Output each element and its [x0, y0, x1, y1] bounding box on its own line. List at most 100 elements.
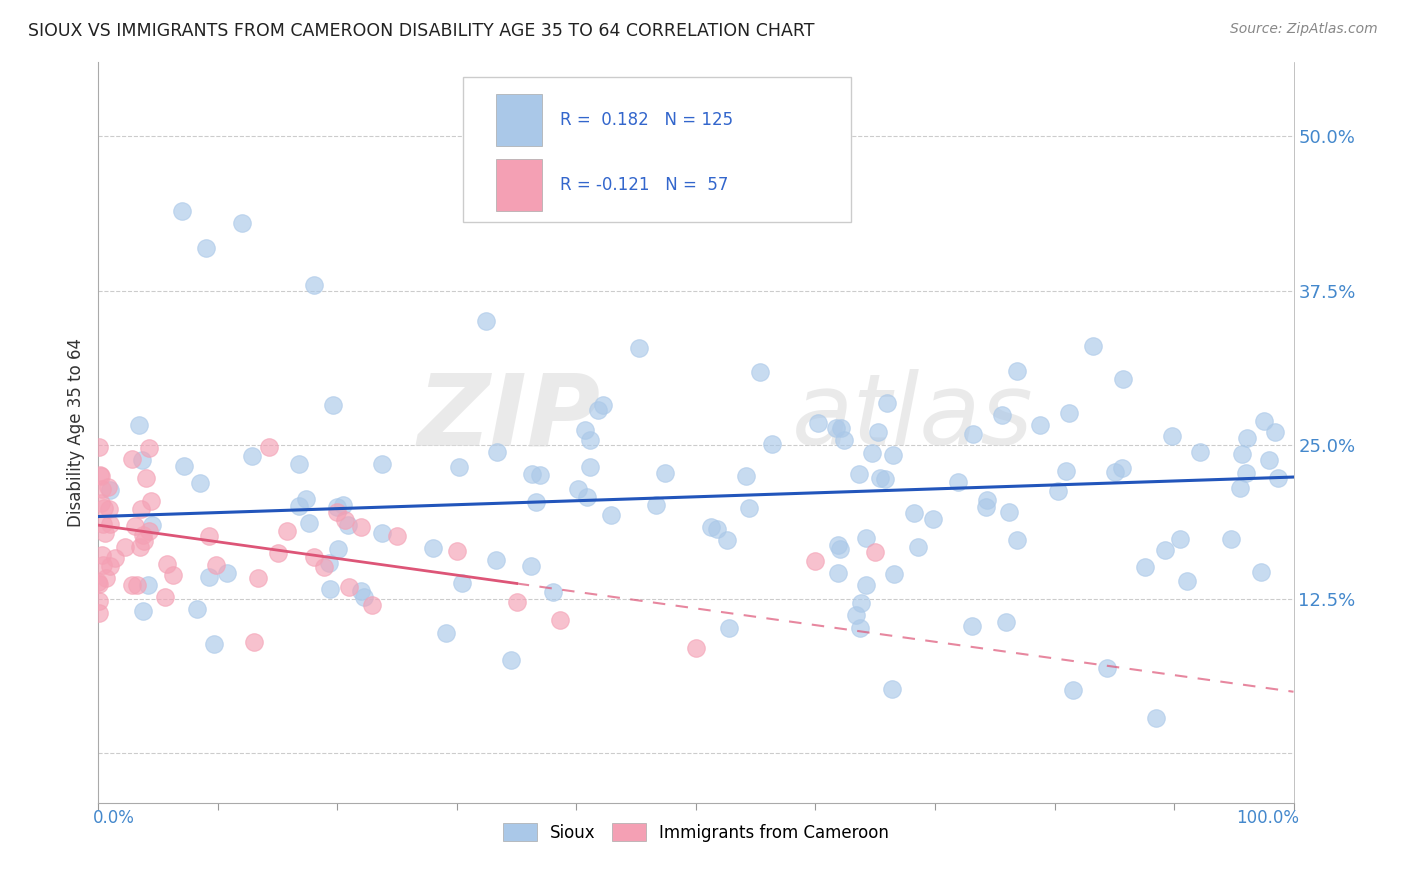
Text: ZIP: ZIP — [418, 369, 600, 467]
Point — [600, 508, 623, 522]
Point — [880, 681, 903, 696]
Point — [1154, 543, 1177, 558]
Point — [87, 577, 110, 591]
Point — [962, 426, 984, 441]
Y-axis label: Disability Age 35 to 64: Disability Age 35 to 64 — [66, 338, 84, 527]
Point — [128, 540, 150, 554]
Point — [93, 500, 115, 515]
Point — [337, 517, 360, 532]
Point — [434, 625, 457, 640]
Point — [138, 441, 160, 455]
Text: 100.0%: 100.0% — [1236, 809, 1299, 827]
Point — [87, 606, 110, 620]
Point — [302, 550, 325, 565]
Point — [131, 453, 153, 467]
FancyBboxPatch shape — [463, 78, 852, 221]
Point — [139, 493, 162, 508]
Point — [267, 546, 290, 560]
Point — [827, 538, 849, 552]
Point — [156, 558, 179, 572]
Point — [1168, 533, 1191, 547]
Point — [326, 500, 349, 515]
Point — [121, 451, 143, 466]
Point — [1029, 417, 1052, 432]
Point — [974, 500, 997, 515]
Text: 0.0%: 0.0% — [93, 809, 135, 827]
Point — [1188, 444, 1211, 458]
Point — [717, 621, 740, 635]
Point — [326, 505, 349, 519]
Point — [370, 526, 392, 541]
Point — [162, 567, 184, 582]
Point — [1083, 338, 1105, 352]
Point — [851, 596, 873, 610]
Point — [1104, 465, 1126, 479]
Point — [135, 470, 157, 484]
Point — [124, 519, 146, 533]
Point — [1175, 574, 1198, 588]
Point — [1253, 414, 1275, 428]
Point — [202, 637, 225, 651]
Point — [876, 395, 898, 409]
Point — [1047, 483, 1070, 498]
Text: atlas: atlas — [792, 369, 1033, 467]
Point — [848, 467, 870, 481]
Point — [240, 449, 263, 463]
Point — [91, 516, 114, 531]
Point — [89, 468, 111, 483]
Point — [1005, 533, 1028, 547]
Point — [700, 520, 723, 534]
Point — [172, 203, 194, 218]
Point — [529, 468, 551, 483]
Point — [319, 582, 342, 597]
Point — [579, 433, 602, 447]
Point — [449, 460, 471, 475]
Point — [257, 440, 280, 454]
Point — [97, 480, 120, 494]
Point — [976, 493, 998, 508]
Point — [350, 520, 373, 534]
Point — [1112, 371, 1135, 385]
Point — [903, 506, 925, 520]
Point — [276, 524, 298, 538]
Point — [360, 598, 382, 612]
Point — [995, 615, 1018, 629]
Point — [97, 502, 120, 516]
Point — [907, 540, 929, 554]
Point — [1250, 566, 1272, 580]
Point — [96, 570, 118, 584]
Point — [921, 512, 943, 526]
Point — [1007, 364, 1029, 378]
Point — [242, 635, 264, 649]
Point — [1267, 471, 1289, 485]
Point — [298, 516, 321, 531]
Point — [706, 522, 728, 536]
Point — [567, 482, 589, 496]
Point — [1236, 431, 1258, 445]
Point — [825, 421, 848, 435]
Text: SIOUX VS IMMIGRANTS FROM CAMEROON DISABILITY AGE 35 TO 64 CORRELATION CHART: SIOUX VS IMMIGRANTS FROM CAMEROON DISABI… — [28, 22, 814, 40]
Text: R =  0.182   N = 125: R = 0.182 N = 125 — [560, 112, 733, 129]
Point — [98, 517, 121, 532]
Point — [1229, 481, 1251, 495]
Point — [830, 421, 852, 435]
Point — [128, 418, 150, 433]
Point — [960, 618, 983, 632]
Point — [90, 483, 112, 497]
Point — [246, 571, 269, 585]
Point — [827, 566, 849, 580]
Text: Source: ZipAtlas.com: Source: ZipAtlas.com — [1230, 22, 1378, 37]
Point — [550, 613, 572, 627]
Point — [121, 578, 143, 592]
Point — [422, 541, 444, 556]
Point — [586, 402, 609, 417]
Point — [312, 560, 335, 574]
Point — [578, 459, 600, 474]
Point — [716, 533, 738, 548]
Point — [302, 277, 325, 292]
Legend: Sioux, Immigrants from Cameroon: Sioux, Immigrants from Cameroon — [495, 815, 897, 850]
Point — [804, 554, 827, 568]
Point — [520, 467, 543, 481]
Point — [875, 471, 897, 485]
Point — [1095, 661, 1118, 675]
